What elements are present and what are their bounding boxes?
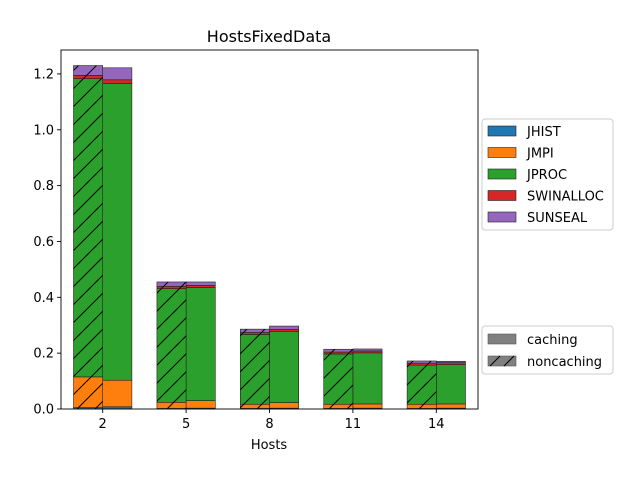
bar-hatch-noncaching-jmpi-11 — [323, 404, 353, 409]
y-tick-label: 1.0 — [33, 123, 54, 138]
y-tick-label: 1.2 — [33, 67, 54, 82]
bar-hatch-noncaching-jhist-2 — [73, 407, 103, 409]
bar-caching-swinalloc-2 — [102, 79, 133, 84]
bar-hatch-noncaching-jmpi-5 — [156, 402, 187, 409]
bar-hatch-noncaching-sunseal-8 — [240, 329, 270, 333]
bar-hatch-noncaching-swinalloc-14 — [407, 363, 437, 366]
legend-label-jproc: JPROC — [526, 168, 567, 183]
bar-caching-sunseal-8 — [269, 325, 299, 330]
legend-label-noncaching: noncaching — [527, 355, 602, 370]
legend-swatch-swinalloc — [487, 190, 517, 201]
legend-components: JHIST JMPI JPROC SWINALLOC SUNSEAL — [481, 118, 614, 231]
legend-swatch-jmpi — [487, 147, 517, 158]
bar-caching-jproc-11 — [352, 352, 383, 405]
bar-caching-jmpi-11 — [352, 403, 383, 409]
bar-hatch-noncaching-sunseal-14 — [407, 360, 437, 364]
x-tick-label: 5 — [182, 417, 190, 432]
bar-caching-sunseal-2 — [102, 67, 133, 81]
bar-hatch-noncaching-sunseal-5 — [156, 281, 187, 287]
legend-hatch-noncaching — [489, 355, 515, 367]
bar-hatch-noncaching-jproc-8 — [240, 334, 270, 405]
bar-caching-jmpi-2 — [102, 379, 133, 408]
x-tick-label: 2 — [99, 417, 107, 432]
bar-hatch-noncaching-jproc-14 — [407, 365, 437, 405]
bar-caching-sunseal-14 — [435, 360, 466, 363]
legend-label-jhist: JHIST — [526, 125, 561, 140]
bar-hatch-noncaching-sunseal-2 — [73, 65, 103, 76]
y-tick-label: 0.0 — [33, 403, 54, 418]
x-tick-label: 11 — [345, 417, 362, 432]
bar-caching-jproc-5 — [185, 287, 216, 401]
bar-caching-swinalloc-5 — [185, 285, 216, 288]
legend-label-caching: caching — [527, 333, 578, 348]
bar-hatch-noncaching-swinalloc-5 — [156, 286, 187, 289]
legend-groups: caching noncaching — [481, 325, 614, 375]
bar-caching-jmpi-5 — [185, 400, 216, 409]
bar-hatch-noncaching-jmpi-14 — [407, 404, 437, 409]
x-tick-label: 8 — [265, 417, 273, 432]
bar-hatch-noncaching-sunseal-11 — [323, 349, 353, 353]
bar-caching-jmpi-8 — [269, 402, 299, 409]
bar-caching-sunseal-11 — [352, 348, 383, 352]
bar-caching-jproc-8 — [269, 331, 299, 403]
bar-caching-jproc-2 — [102, 83, 133, 381]
chart-title: HostsFixedData — [207, 27, 331, 46]
legend-swatch-caching — [487, 333, 517, 345]
x-axis-label: Hosts — [251, 438, 288, 453]
y-tick-label: 0.6 — [33, 235, 54, 250]
bar-hatch-noncaching-swinalloc-11 — [323, 352, 353, 354]
bar-caching-jmpi-14 — [435, 403, 466, 409]
legend-label-jmpi: JMPI — [526, 147, 554, 162]
bars-layer — [73, 65, 466, 410]
bar-hatch-noncaching-swinalloc-2 — [73, 75, 103, 79]
legend-box — [481, 118, 614, 231]
legend-swatch-jhist — [487, 125, 517, 137]
bar-caching-sunseal-5 — [185, 281, 216, 286]
bar-hatch-noncaching-jmpi-2 — [73, 376, 103, 408]
bar-hatch-noncaching-swinalloc-8 — [240, 332, 270, 335]
bar-hatch-noncaching-jmpi-8 — [240, 404, 270, 409]
legend-swatch-noncaching — [487, 355, 517, 367]
y-tick-label: 0.2 — [33, 347, 54, 362]
bar-hatch-noncaching-jproc-11 — [323, 353, 353, 405]
legend-swatch-jproc — [487, 168, 517, 180]
bar-hatch-noncaching-jproc-2 — [73, 78, 103, 377]
y-tick-label: 0.4 — [33, 291, 54, 306]
legend-swatch-sunseal — [487, 211, 517, 223]
y-tick-label: 0.8 — [33, 179, 54, 194]
bar-hatch-noncaching-jproc-5 — [156, 288, 187, 403]
axes-layer: 0.0 0.2 0.4 0.6 0.8 1.0 1.2 2 5 8 11 14 — [33, 49, 479, 432]
bar-caching-jproc-14 — [435, 364, 466, 405]
x-tick-label: 14 — [428, 417, 445, 432]
legend-label-swinalloc: SWINALLOC — [527, 190, 604, 205]
legend-label-sunseal: SUNSEAL — [527, 211, 588, 226]
